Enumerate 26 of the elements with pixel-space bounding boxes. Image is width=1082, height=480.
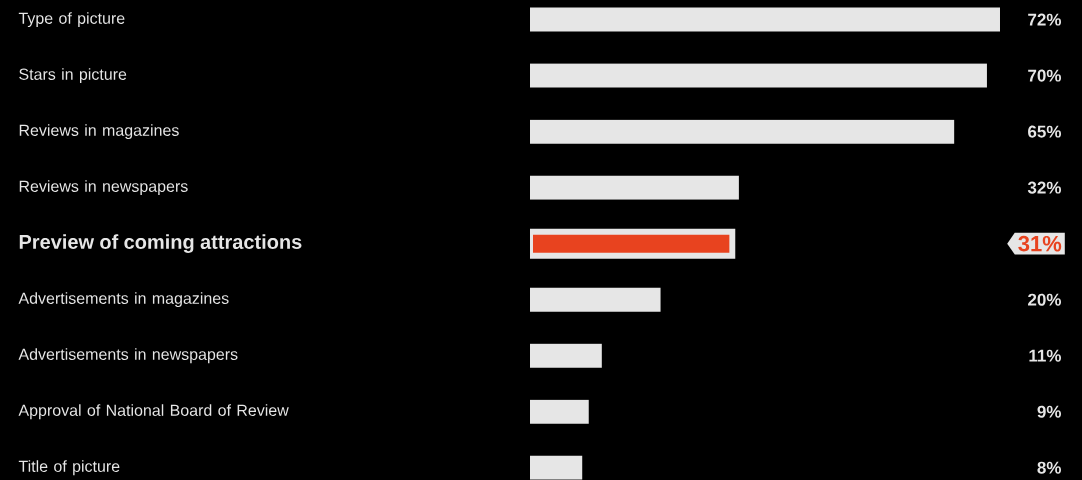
bar (530, 63, 987, 88)
data-label: 8% (1037, 461, 1062, 474)
y-tick-label: Reviews in magazines (19, 124, 179, 140)
data-label: 72% (1028, 13, 1062, 26)
bar (530, 287, 661, 312)
y-tick-label: Type of picture (18, 12, 125, 28)
bar (530, 343, 602, 368)
bar (530, 455, 583, 480)
y-tick-label: Advertisements in magazines (18, 292, 229, 308)
y-tick-label: Advertisements in newspapers (18, 348, 238, 364)
data-label: 70% (1028, 69, 1062, 82)
bar (530, 7, 1000, 32)
data-label: 31% (1018, 235, 1062, 252)
y-tick-label: Stars in picture (19, 68, 127, 84)
y-tick-label: Approval of National Board of Review (18, 404, 289, 420)
data-label: 11% (1029, 349, 1062, 362)
y-tick-label: Preview of coming attractions (19, 234, 302, 254)
y-tick-label: Title of picture (18, 460, 120, 476)
data-label: 32% (1027, 181, 1062, 194)
data-label: 9% (1037, 405, 1062, 418)
bar (530, 175, 739, 200)
bar (530, 119, 955, 144)
bar (530, 399, 589, 424)
data-label: 65% (1028, 125, 1062, 138)
data-label: 20% (1028, 293, 1062, 306)
y-tick-label: Reviews in newspapers (19, 180, 188, 196)
